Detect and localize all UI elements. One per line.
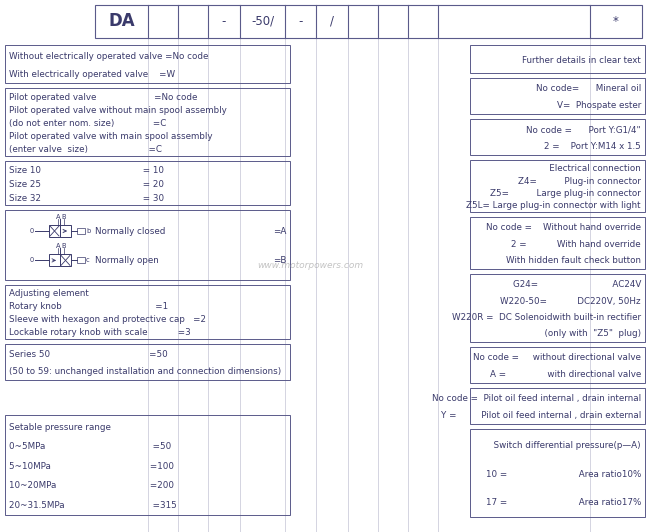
Text: Pilot operated valve without main spool assembly: Pilot operated valve without main spool … (9, 106, 227, 115)
Text: A =               with directional valve: A = with directional valve (489, 370, 641, 379)
Text: 0: 0 (30, 228, 34, 234)
Bar (470, 347, 645, 383)
Text: B: B (62, 214, 66, 220)
Text: =A: =A (272, 227, 286, 236)
Text: 10~20MPa                                  =200: 10~20MPa =200 (9, 481, 174, 491)
Text: 2 =           With hand override: 2 = With hand override (512, 240, 641, 249)
Text: A: A (56, 244, 60, 250)
Bar (5, 415, 290, 515)
Text: G24=                           AC24V: G24= AC24V (513, 280, 641, 289)
Bar (470, 388, 645, 424)
Text: With hidden fault check button: With hidden fault check button (506, 256, 641, 265)
Text: Normally open: Normally open (95, 256, 159, 265)
Text: Switch differential pressure(p—A): Switch differential pressure(p—A) (467, 441, 641, 450)
Text: No code =     without directional valve: No code = without directional valve (473, 353, 641, 362)
Text: *: * (613, 15, 619, 28)
Text: -50/: -50/ (251, 15, 274, 28)
Text: Size 32                                     = 30: Size 32 = 30 (9, 194, 164, 203)
Text: Series 50                                    =50: Series 50 =50 (9, 351, 168, 360)
Text: Normally closed: Normally closed (95, 227, 165, 236)
Bar (5, 161, 290, 205)
Text: -: - (298, 15, 303, 28)
Bar (470, 274, 645, 342)
Text: V=  Phospate ester: V= Phospate ester (556, 101, 641, 110)
Bar (49, 254, 60, 267)
Bar (49, 225, 60, 237)
Text: 5~10MPa                                    =100: 5~10MPa =100 (9, 462, 174, 471)
Text: Further details in clear text: Further details in clear text (522, 56, 641, 65)
Text: Z4=          Plug-in connector: Z4= Plug-in connector (518, 177, 641, 186)
Bar (470, 78, 645, 114)
Text: W220-50=           DC220V, 50Hz: W220-50= DC220V, 50Hz (500, 296, 641, 305)
Text: /: / (330, 15, 334, 28)
Text: B: B (62, 244, 66, 250)
Text: 0: 0 (30, 257, 34, 263)
Text: Y =         Pilot oil feed internal , drain external: Y = Pilot oil feed internal , drain exte… (441, 411, 641, 420)
Bar (60, 254, 71, 267)
Bar (5, 210, 290, 280)
Text: With electrically operated valve    =W: With electrically operated valve =W (9, 70, 175, 79)
Text: 0~5MPa                                       =50: 0~5MPa =50 (9, 442, 171, 451)
Text: www.motorpowers.com: www.motorpowers.com (257, 261, 363, 270)
Text: (do not enter nom. size)              =C: (do not enter nom. size) =C (9, 119, 166, 128)
Text: Z5L= Large plug-in connector with light: Z5L= Large plug-in connector with light (467, 201, 641, 210)
Bar (470, 217, 645, 269)
Bar (470, 160, 645, 212)
Bar (60, 225, 71, 237)
Text: Rotary knob                                  =1: Rotary knob =1 (9, 302, 168, 311)
Text: 20~31.5MPa                                =315: 20~31.5MPa =315 (9, 501, 177, 510)
Text: No code=      Mineral oil: No code= Mineral oil (536, 85, 641, 94)
Text: b: b (86, 228, 90, 234)
Bar (95, 5, 642, 38)
Text: c: c (86, 257, 90, 263)
Bar (5, 285, 290, 339)
Text: (only with  "Z5"  plug): (only with "Z5" plug) (506, 329, 641, 338)
Text: No code =  Pilot oil feed internal , drain internal: No code = Pilot oil feed internal , drai… (432, 394, 641, 403)
Text: Adjusting element: Adjusting element (9, 289, 89, 298)
Text: DA: DA (108, 12, 135, 30)
Text: -: - (222, 15, 226, 28)
Text: =B: =B (272, 256, 286, 265)
Text: 2 =    Port Y:M14 x 1.5: 2 = Port Y:M14 x 1.5 (544, 142, 641, 151)
Text: 10 =                          Area ratio10%: 10 = Area ratio10% (486, 470, 641, 479)
Bar (470, 119, 645, 155)
Text: No code =    Without hand override: No code = Without hand override (486, 223, 641, 232)
Text: Without electrically operated valve =No code: Without electrically operated valve =No … (9, 52, 209, 61)
Text: 17 =                          Area ratio17%: 17 = Area ratio17% (486, 498, 641, 507)
Text: Electrical connection: Electrical connection (508, 164, 641, 173)
Bar (470, 45, 645, 73)
Text: No code =      Port Y:G1/4": No code = Port Y:G1/4" (526, 126, 641, 135)
Bar (77, 228, 85, 234)
Text: Sleeve with hexagon and protective cap   =2: Sleeve with hexagon and protective cap =… (9, 315, 206, 324)
Text: (50 to 59: unchanged installation and connection dimensions): (50 to 59: unchanged installation and co… (9, 367, 281, 376)
Bar (5, 344, 290, 380)
Bar (5, 88, 290, 156)
Text: Z5=          Large plug-in connector: Z5= Large plug-in connector (490, 189, 641, 198)
Text: (enter valve  size)                      =C: (enter valve size) =C (9, 145, 162, 154)
Text: Setable pressure range: Setable pressure range (9, 423, 111, 432)
Text: Pilot operated valve with main spool assembly: Pilot operated valve with main spool ass… (9, 132, 213, 141)
Text: W220R =  DC Solenoidwith built-in rectifier: W220R = DC Solenoidwith built-in rectifi… (452, 313, 641, 322)
Bar (470, 429, 645, 517)
Text: Size 25                                     = 20: Size 25 = 20 (9, 180, 164, 189)
Text: Pilot operated valve                     =No code: Pilot operated valve =No code (9, 93, 198, 102)
Text: Lockable rotary knob with scale           =3: Lockable rotary knob with scale =3 (9, 328, 190, 337)
Bar (5, 45, 290, 83)
Text: A: A (56, 214, 60, 220)
Text: Size 10                                     = 10: Size 10 = 10 (9, 166, 164, 175)
Bar (77, 257, 85, 263)
